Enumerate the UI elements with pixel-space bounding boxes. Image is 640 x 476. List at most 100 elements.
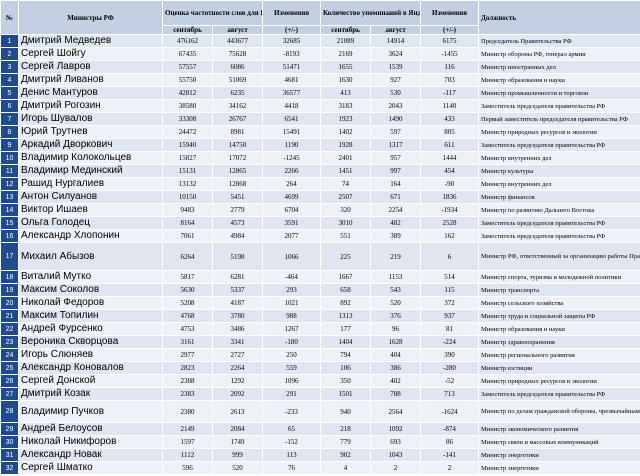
- news-august: 219: [370, 242, 422, 271]
- row-number: 20: [0, 296, 19, 310]
- news-august: 1490: [370, 112, 422, 126]
- news-august: 2254: [370, 203, 422, 217]
- news-change: 116: [420, 60, 480, 74]
- news-august: 14914: [370, 34, 422, 48]
- table-row: 13 Антон Силуанов 10150 5451 4699 2507 671 1836…: [0, 190, 640, 204]
- position: Министр по делам гражданской обороны, чр…: [478, 400, 640, 423]
- news-september: 1928: [320, 138, 372, 152]
- table-row: 14 Виктор Ишаев 9483 2779 6704 320 2254 -1934 Ми…: [0, 203, 640, 217]
- direct-august: 6235: [211, 86, 264, 100]
- news-august: 389: [370, 229, 422, 243]
- minister-name: Дмитрий Ливанов: [18, 73, 163, 87]
- position: Министр финансов: [478, 190, 640, 204]
- position: Министр культуры: [478, 164, 640, 178]
- direct-change: 264: [262, 177, 322, 191]
- news-change: 433: [420, 112, 480, 126]
- direct-change: -1245: [262, 151, 322, 165]
- news-august: 2564: [370, 400, 422, 423]
- direct-change: 6704: [262, 203, 322, 217]
- direct-august: 5198: [211, 242, 264, 271]
- row-number: 6: [0, 99, 19, 113]
- minister-name: Вероника Скворцова: [18, 335, 163, 349]
- news-august: 1539: [370, 60, 422, 74]
- direct-august: 443677: [211, 34, 264, 48]
- direct-change: 4418: [262, 99, 322, 113]
- news-august: 386: [370, 361, 422, 375]
- news-august: 96: [370, 322, 422, 336]
- news-change: 514: [420, 270, 480, 284]
- table-row: 31 Александр Новак 1112 999 113 902 1043 -141 Ми…: [0, 448, 640, 462]
- col-ministers-header: Министры РФ: [18, 0, 163, 35]
- position: Министр регионального развития: [478, 348, 640, 362]
- direct-change: 250: [262, 348, 322, 362]
- position: Министр иностранных дел: [478, 60, 640, 74]
- table-row: 23 Вероника Скворцова 3161 3341 -180 1404 1628…: [0, 335, 640, 349]
- minister-name: Рашид Нургалиев: [18, 177, 163, 191]
- minister-name: Михаил Абызов: [18, 242, 163, 271]
- direct-september: 3161: [162, 335, 213, 349]
- news-august: 693: [370, 435, 422, 449]
- table-row: 1 Дмитрий Медведев 476162 443677 32685 21089 1…: [0, 34, 640, 48]
- col-yandex-news-header: Количество упоминаний в Яндекс.Новости, …: [320, 0, 422, 26]
- news-change: 115: [420, 283, 480, 297]
- direct-change: 293: [262, 283, 322, 297]
- news-august: 1317: [370, 138, 422, 152]
- direct-change: -152: [262, 435, 322, 449]
- direct-september: 476162: [162, 34, 213, 48]
- minister-name: Сергей Шойгу: [18, 47, 163, 61]
- row-number: 26: [0, 374, 19, 388]
- direct-change: 4699: [262, 190, 322, 204]
- news-september: 218: [320, 422, 372, 436]
- table-row: 12 Рашид Нургалиев 13132 12868 264 74 164 -90 Ми…: [0, 177, 640, 191]
- direct-august: 14750: [211, 138, 264, 152]
- direct-august: 2727: [211, 348, 264, 362]
- direct-change: -8193: [262, 47, 322, 61]
- news-september: 1501: [320, 387, 372, 401]
- news-august: 376: [370, 309, 422, 323]
- direct-change: 3591: [262, 216, 322, 230]
- news-change: 1836: [420, 190, 480, 204]
- news-august: 1153: [370, 270, 422, 284]
- news-august-header: август: [370, 25, 422, 35]
- direct-september: 2383: [162, 387, 213, 401]
- direct-august: 5451: [211, 190, 264, 204]
- direct-august: 6086: [211, 60, 264, 74]
- table-row: 24 Игорь Слюняев 2977 2727 250 794 404 390 Минис…: [0, 348, 640, 362]
- news-change: 713: [420, 387, 480, 401]
- news-change: 390: [420, 348, 480, 362]
- direct-september: 5208: [162, 296, 213, 310]
- position: Министр природных ресурсов и экологии: [478, 125, 640, 139]
- minister-name: Александр Хлопонин: [18, 229, 163, 243]
- position: Министр спорта, туризма и молодежной пол…: [478, 270, 640, 284]
- direct-change-unit-header: (+/-): [262, 25, 322, 35]
- position: Министр образования и науки: [478, 322, 640, 336]
- position: Заместитель председателя правительства Р…: [478, 216, 640, 230]
- direct-august: 17072: [211, 151, 264, 165]
- news-august: 671: [370, 190, 422, 204]
- table-row: 8 Юрий Трутнев 24472 8981 15491 1402 597 805 Мин…: [0, 125, 640, 139]
- position: Министр промышленности и торговли: [478, 86, 640, 100]
- table-row: 18 Виталий Мутко 5817 6281 -464 1667 1153 514 Ми…: [0, 270, 640, 284]
- news-september: 1630: [320, 73, 372, 87]
- direct-change: 1096: [262, 374, 322, 388]
- news-september: 3010: [320, 216, 372, 230]
- minister-name: Владимир Колокольцев: [18, 151, 163, 165]
- position: Министр РФ, ответственный за организацию…: [478, 242, 640, 271]
- direct-change: 291: [262, 387, 322, 401]
- minister-name: Николай Федоров: [18, 296, 163, 310]
- position: Председатель Правительства РФ: [478, 34, 640, 48]
- position: Министр сельского хозяйства: [478, 296, 640, 310]
- position: Заместитель председателя правительства Р…: [478, 138, 640, 152]
- news-change: 454: [420, 164, 480, 178]
- direct-september: 24472: [162, 125, 213, 139]
- news-september: 413: [320, 86, 372, 100]
- direct-september: 4753: [162, 322, 213, 336]
- direct-september: 42812: [162, 86, 213, 100]
- direct-change: 15491: [262, 125, 322, 139]
- direct-august-header: август: [211, 25, 264, 35]
- direct-august: 1749: [211, 435, 264, 449]
- direct-change: 113: [262, 448, 322, 462]
- minister-name: Дмитрий Рогозин: [18, 99, 163, 113]
- position: Министр природных ресурсов и экологии: [478, 374, 640, 388]
- news-september: 2401: [320, 151, 372, 165]
